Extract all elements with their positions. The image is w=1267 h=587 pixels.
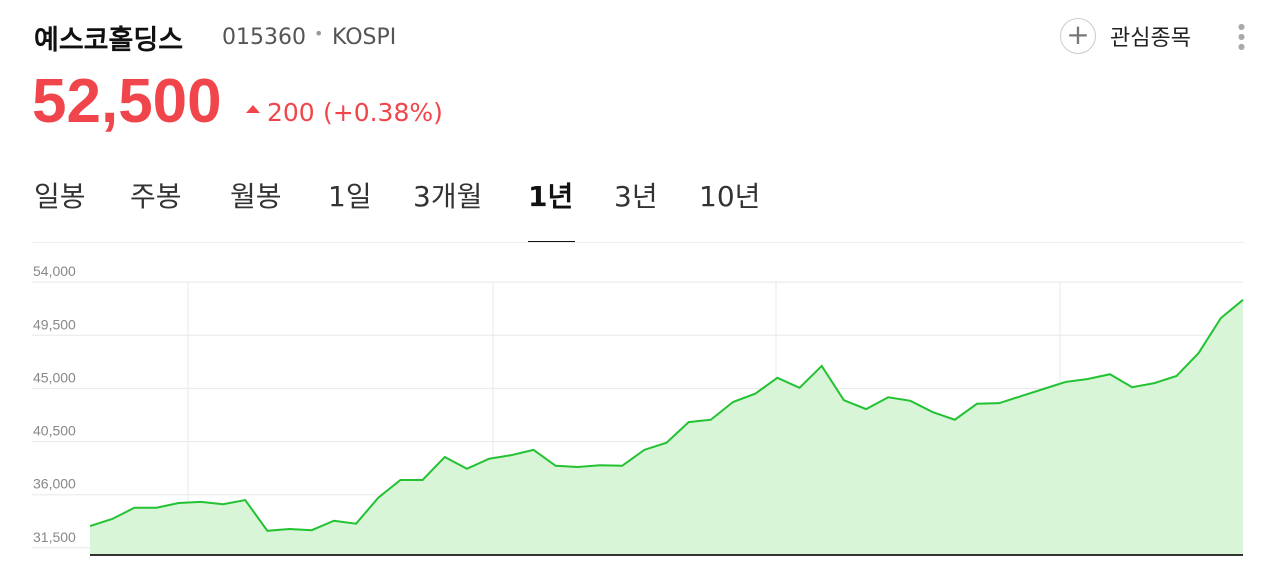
tab[interactable]: 1년	[528, 180, 574, 213]
divider	[32, 242, 1245, 243]
y-tick-label: 45,000	[33, 369, 76, 385]
market: KOSPI	[332, 25, 397, 50]
watch-icon[interactable]: +	[1060, 18, 1096, 54]
y-tick-label: 31,500	[33, 529, 76, 545]
tab[interactable]: 월봉	[230, 180, 282, 213]
tab[interactable]: 10년	[699, 180, 761, 213]
y-tick-label: 36,000	[33, 476, 76, 492]
change: 200	[267, 98, 315, 127]
tab[interactable]: 1일	[328, 180, 372, 213]
more-menu[interactable]: ● ● ●	[1238, 22, 1245, 51]
up-arrow	[246, 105, 260, 113]
tab[interactable]: 3년	[614, 180, 658, 213]
watch-label[interactable]: 관심종목	[1110, 26, 1191, 51]
tab[interactable]: 일봉	[34, 180, 86, 213]
area-fill	[90, 299, 1243, 555]
stock-name: 예스코홀딩스	[34, 25, 184, 56]
y-tick-label: 49,500	[33, 316, 76, 332]
tab[interactable]: 3개월	[413, 180, 483, 213]
change-pct: (+0.38%)	[323, 98, 443, 127]
y-tick-label: 54,000	[33, 263, 76, 279]
separator: •	[314, 24, 324, 43]
y-tick-label: 40,500	[33, 423, 76, 439]
stock-code: 015360	[222, 25, 306, 50]
tab[interactable]: 주봉	[130, 180, 182, 213]
price: 52,500	[32, 67, 222, 136]
price-line	[89, 299, 1244, 532]
